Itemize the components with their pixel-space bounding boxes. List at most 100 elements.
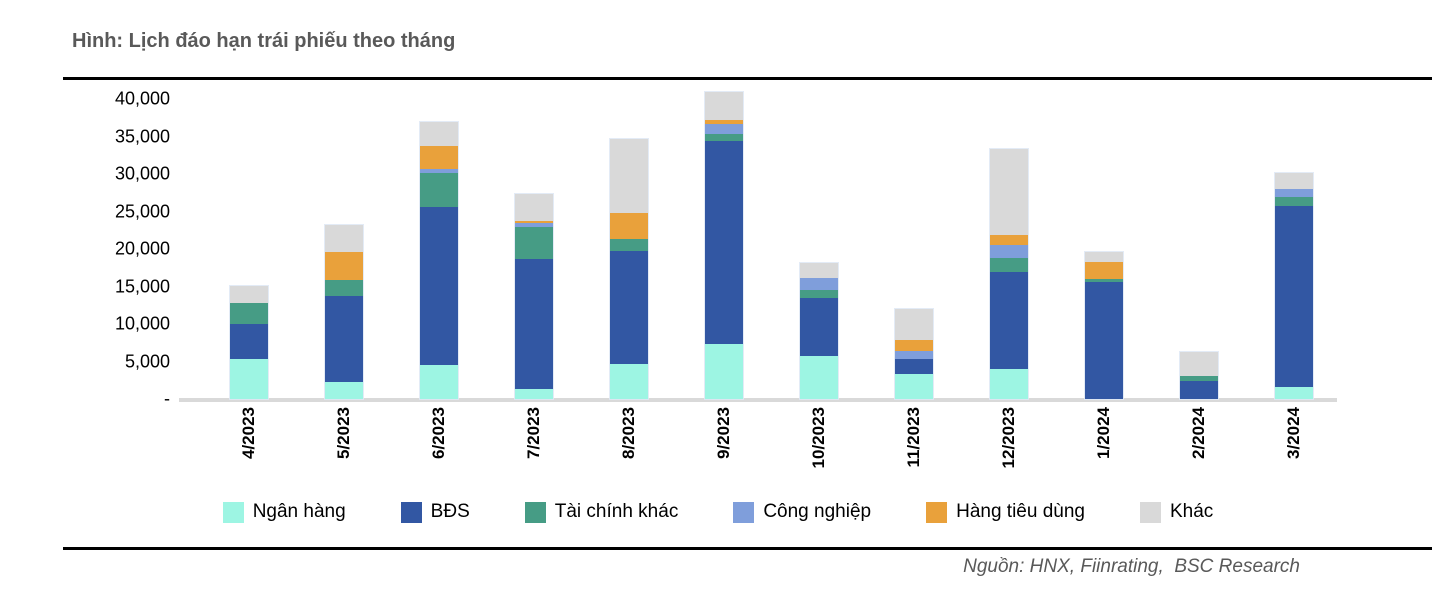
bar-segment (704, 120, 743, 124)
bar-segment (1179, 376, 1218, 381)
x-label-7-2023: 7/2023 (486, 407, 581, 502)
bar-segment (1084, 282, 1123, 399)
y-tick-label: - (164, 388, 170, 409)
bar-segment (609, 363, 648, 399)
bar-segment (704, 123, 743, 134)
y-axis: 40,000 35,000 30,000 25,000 20,000 15,000 10,0… (58, 85, 170, 409)
x-label-9-2023: 9/2023 (676, 407, 771, 502)
bar-segment (894, 309, 933, 340)
x-label-1-2024: 1/2024 (1056, 407, 1151, 502)
bar-segment (1274, 188, 1313, 197)
bar-segment (514, 258, 553, 389)
bar-segment (989, 369, 1028, 399)
x-label-text: 8/2023 (618, 407, 638, 459)
bar-segment (514, 226, 553, 259)
bar-segment (1084, 261, 1123, 280)
bar-4-2023 (228, 284, 269, 401)
bar-segment (704, 141, 743, 344)
x-label-4-2023: 4/2023 (201, 407, 296, 502)
bar-segment (229, 285, 268, 303)
legend-label: BĐS (430, 501, 470, 522)
bar-7-2023 (513, 192, 554, 401)
x-label-12-2023: 12/2023 (961, 407, 1056, 502)
x-label-6-2023: 6/2023 (391, 407, 486, 502)
bar-segment (1179, 351, 1218, 377)
legend-item: Khác (1139, 501, 1214, 523)
bar-segment (989, 234, 1028, 246)
x-label-text: 10/2023 (808, 407, 828, 469)
bar-segment (894, 339, 933, 351)
legend-swatch-icon (400, 501, 422, 523)
x-label-text: 9/2023 (713, 407, 733, 459)
bar-segment (799, 355, 838, 399)
y-tick-label: 5,000 (124, 351, 170, 371)
bar-6-2023 (418, 121, 459, 400)
bar-12-2023 (988, 147, 1029, 400)
legend-swatch-icon (733, 501, 755, 523)
bar-10-2023 (798, 261, 839, 401)
legend-label: Ngân hàng (252, 501, 346, 522)
bar-segment (609, 251, 648, 364)
y-tick-label: 40,000 (114, 88, 170, 109)
bar-segment (514, 193, 553, 221)
bar-3-2024 (1273, 171, 1314, 400)
bar-segment (1179, 381, 1218, 399)
bar-segment (799, 277, 838, 291)
x-label-8-2023: 8/2023 (581, 407, 676, 502)
bar-segment (419, 122, 458, 147)
bottom-divider (63, 547, 1432, 550)
bar-segment (704, 343, 743, 399)
bar-segment (419, 168, 458, 174)
bar-segment (514, 388, 553, 399)
x-label-text: 6/2023 (428, 407, 448, 459)
bar-segment (609, 239, 648, 252)
bar-8-2023 (608, 137, 649, 401)
bar-segment (1274, 205, 1313, 387)
bar-segment (229, 303, 268, 324)
y-tick-label: 35,000 (114, 126, 170, 146)
bar-segment (324, 252, 363, 280)
bar-segment (419, 173, 458, 207)
bar-segment (894, 351, 933, 360)
x-label-text: 7/2023 (523, 407, 543, 459)
bar-segment (989, 258, 1028, 273)
bar-segment (799, 262, 838, 278)
legend-item: Tài chính khác (524, 501, 679, 523)
bar-segment (324, 225, 363, 252)
figure-title: Hình: Lịch đáo hạn trái phiếu theo tháng (72, 30, 456, 52)
bar-segment (1274, 172, 1313, 189)
bar-segment (989, 245, 1028, 258)
bar-segment (419, 365, 458, 399)
bar-segment (1274, 387, 1313, 399)
legend-swatch-icon (926, 501, 948, 523)
bar-segment (894, 359, 933, 374)
bar-segment (1084, 251, 1123, 262)
y-tick-label: 15,000 (114, 276, 170, 296)
bar-11-2023 (893, 308, 934, 400)
legend-label: Khác (1169, 501, 1214, 522)
legend-swatch-icon (1139, 501, 1161, 523)
top-divider (63, 77, 1432, 80)
bar-9-2023 (703, 90, 744, 401)
x-label-text: 5/2023 (333, 407, 353, 459)
legend-label: Tài chính khác (554, 501, 679, 522)
bar-segment (989, 272, 1028, 369)
bar-segment (989, 148, 1028, 235)
x-label-10-2023: 10/2023 (771, 407, 866, 502)
bar-segment (704, 133, 743, 141)
legend-swatch-icon (222, 501, 244, 523)
legend: Ngân hàng BĐS Tài chính khác Công nghiệp Hàn… (0, 501, 1436, 523)
bar-segment (514, 223, 553, 227)
x-label-2-2024: 2/2024 (1151, 407, 1246, 502)
x-label-text: 1/2024 (1093, 407, 1113, 459)
legend-item: Công nghiệp (733, 501, 871, 523)
bar-segment (609, 213, 648, 240)
bar-5-2023 (323, 224, 364, 400)
x-label-3-2024: 3/2024 (1246, 407, 1341, 502)
bar-segment (514, 220, 553, 224)
y-tick-label: 20,000 (114, 238, 170, 259)
bar-segment (324, 296, 363, 382)
legend-item: Ngân hàng (222, 501, 346, 523)
legend-item: Hàng tiêu dùng (926, 501, 1085, 523)
